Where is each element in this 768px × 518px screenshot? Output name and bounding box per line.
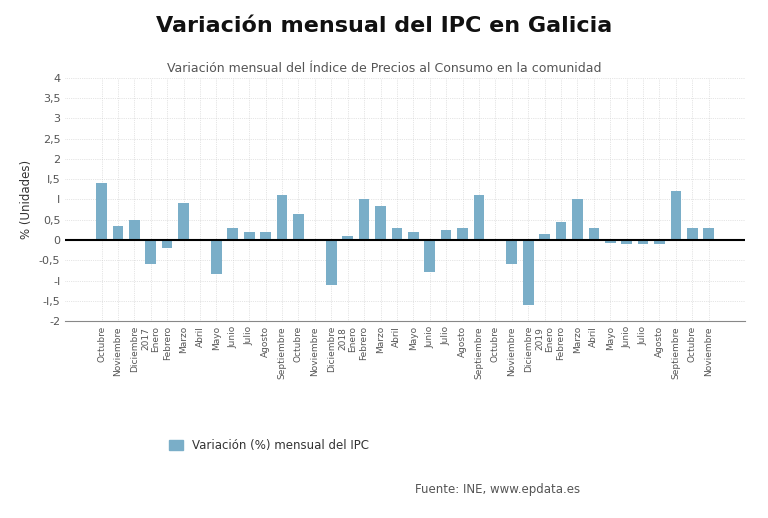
Bar (276, 195, 287, 240)
Bar (244, 232, 254, 240)
Bar (392, 228, 402, 240)
Bar (227, 228, 238, 240)
Bar (310, 240, 320, 241)
Bar (523, 240, 534, 305)
Bar (211, 240, 222, 275)
Text: Variación mensual del IPC en Galicia: Variación mensual del IPC en Galicia (156, 16, 612, 36)
Bar (588, 228, 599, 240)
Bar (670, 191, 681, 240)
Y-axis label: % (Unidades): % (Unidades) (21, 160, 33, 239)
Bar (408, 232, 419, 240)
Bar (457, 228, 468, 240)
Bar (162, 240, 173, 248)
Bar (556, 222, 566, 240)
Bar (129, 220, 140, 240)
Bar (425, 240, 435, 272)
Bar (474, 195, 485, 240)
Bar (260, 232, 271, 240)
Bar (96, 183, 107, 240)
Text: Variación mensual del Índice de Precios al Consumo en la comunidad: Variación mensual del Índice de Precios … (167, 62, 601, 75)
Bar (343, 236, 353, 240)
Bar (113, 226, 123, 240)
Bar (178, 204, 189, 240)
Bar (376, 206, 386, 240)
Bar (506, 240, 517, 264)
Bar (687, 228, 697, 240)
Bar (441, 230, 452, 240)
Bar (145, 240, 156, 264)
Bar (572, 199, 583, 240)
Bar (703, 228, 714, 240)
Bar (326, 240, 336, 285)
Bar (539, 234, 550, 240)
Legend: Variación (%) mensual del IPC: Variación (%) mensual del IPC (164, 434, 374, 456)
Bar (293, 213, 304, 240)
Text: Fuente: INE, www.epdata.es: Fuente: INE, www.epdata.es (415, 483, 580, 496)
Bar (605, 240, 616, 243)
Bar (359, 199, 369, 240)
Bar (621, 240, 632, 244)
Bar (654, 240, 665, 244)
Bar (637, 240, 648, 244)
